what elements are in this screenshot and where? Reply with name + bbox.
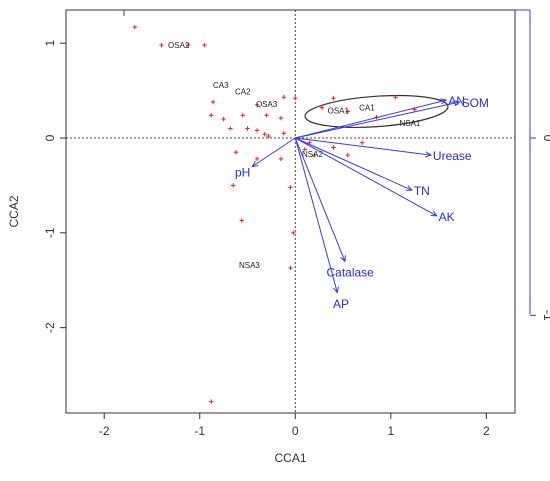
x-tick-label: 1 [387, 424, 394, 438]
site-point [393, 95, 398, 100]
site-point [288, 185, 293, 190]
site-point [209, 113, 214, 118]
site-point [345, 152, 351, 158]
site-point [312, 152, 317, 158]
site-point [186, 42, 191, 48]
site-point [245, 126, 250, 131]
env-label-som: SOM [462, 96, 489, 110]
right-tick-label: -1 [541, 310, 550, 321]
site-point [359, 140, 365, 145]
x-tick-label: 2 [483, 424, 490, 438]
site-point [264, 113, 269, 118]
site-point [302, 147, 308, 152]
env-arrow-head [453, 100, 461, 107]
env-arrow-head [405, 185, 413, 191]
env-arrow-line [295, 137, 431, 156]
x-tick-label: 0 [292, 424, 299, 438]
env-label-ap: AP [333, 297, 349, 311]
site-label: NSA2 [302, 150, 323, 159]
site-point [254, 128, 260, 133]
env-label-urease: Urease [433, 149, 472, 163]
site-point [266, 133, 271, 139]
site-point [281, 95, 287, 100]
site-point [159, 42, 164, 48]
site-point [262, 132, 267, 137]
env-arrow-line [294, 137, 346, 262]
y-axis-title: CCA2 [7, 195, 21, 227]
site-label: OSA2 [168, 41, 190, 50]
env-arrow-head [440, 98, 448, 105]
site-point [230, 183, 236, 188]
site-point [240, 113, 245, 118]
right-tick-label: 0 [541, 135, 550, 142]
site-point [132, 24, 137, 30]
y-tick-label: 0 [43, 134, 57, 141]
site-point [291, 230, 296, 236]
site-point [319, 105, 325, 110]
site-label: OSA3 [256, 100, 278, 109]
site-point [293, 95, 298, 101]
x-tick-label: -2 [99, 424, 110, 438]
site-point [331, 145, 336, 150]
site-point [202, 42, 207, 48]
x-tick-label: -1 [194, 424, 205, 438]
env-label-tn: TN [414, 184, 430, 198]
env-arrow-head [430, 210, 438, 217]
env-arrow-line [295, 101, 460, 139]
site-point [228, 126, 233, 131]
plot-frame [65, 9, 516, 414]
site-label: NSA1 [399, 119, 420, 128]
env-arrow-line [295, 99, 447, 139]
y-tick-label: -1 [43, 227, 57, 238]
site-point [278, 156, 284, 162]
env-arrow-head [251, 161, 259, 168]
env-arrow-line [295, 137, 413, 191]
env-arrow-line [294, 137, 338, 293]
site-point [331, 95, 336, 101]
y-tick-label: -2 [43, 322, 57, 333]
site-label: OSA1 [328, 107, 350, 116]
site-label: CA2 [235, 88, 251, 97]
y-tick-label: 1 [43, 40, 57, 47]
site-point [254, 102, 260, 108]
env-arrow-line [295, 137, 437, 217]
site-point [345, 109, 351, 114]
site-point [210, 99, 216, 105]
env-label-catalase: Catalase [326, 265, 374, 279]
site-point [209, 399, 214, 404]
env-arrow-head [425, 151, 433, 158]
site-point [281, 131, 287, 136]
site-point [278, 115, 284, 121]
site-label: CA1 [359, 104, 375, 113]
site-point [254, 156, 260, 162]
site-point [288, 265, 293, 271]
site-label: CA3 [213, 81, 229, 90]
site-label: NSA3 [239, 261, 260, 270]
plot-area: -2 -1 0 1 2 -2 -1 0 1 0 -1 CCA1 CCA2 OSA2 CA3 CA2 OSA3 OS… [7, 9, 550, 465]
env-arrow-head [332, 286, 339, 294]
env-arrow-line [252, 137, 296, 167]
site-point [239, 218, 244, 223]
site-point [221, 116, 226, 122]
env-label-ak: AK [439, 210, 455, 224]
site-point [233, 150, 239, 155]
group-ellipse [304, 94, 449, 128]
env-arrow-head [340, 255, 346, 263]
x-axis-title: CCA1 [274, 451, 306, 465]
env-label-ph: pH [235, 165, 250, 179]
